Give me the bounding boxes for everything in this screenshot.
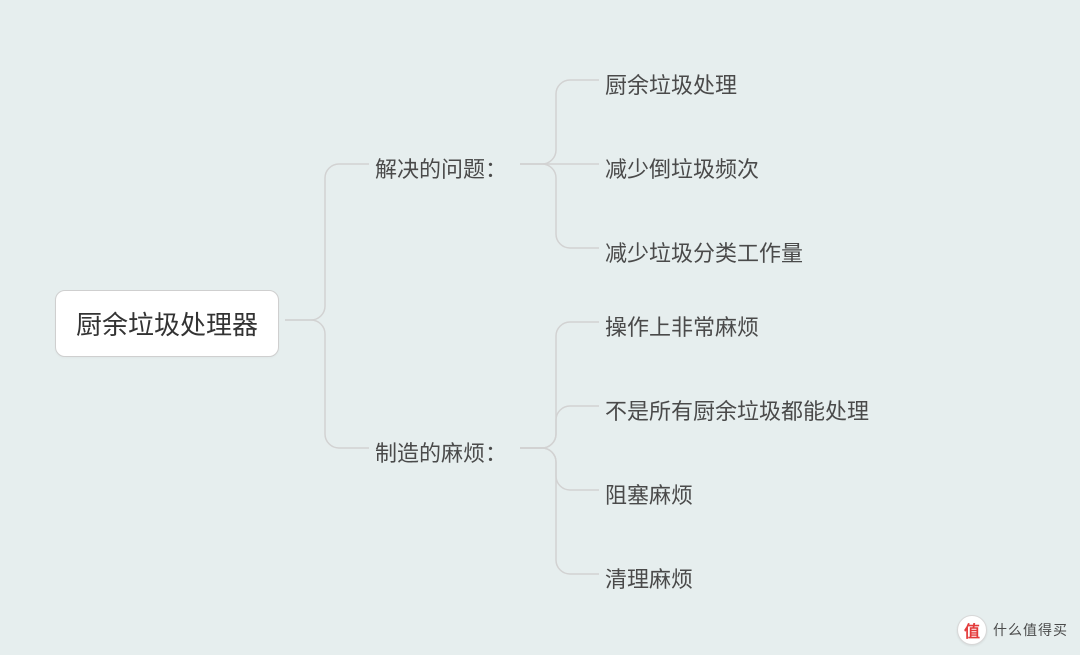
leaf-node-0-0: 厨余垃圾处理 <box>605 68 737 100</box>
leaf-node-1-1: 不是所有厨余垃圾都能处理 <box>605 394 869 426</box>
watermark-badge-icon: 值 <box>957 615 987 645</box>
leaf-node-1-0: 操作上非常麻烦 <box>605 310 759 342</box>
mindmap-canvas: 厨余垃圾处理器 解决的问题： 厨余垃圾处理减少倒垃圾频次减少垃圾分类工作量制造的麻烦… <box>0 0 1080 655</box>
branch-node-1: 制造的麻烦： <box>375 436 507 468</box>
root-node: 厨余垃圾处理器 <box>55 290 279 357</box>
leaf-node-1-2: 阻塞麻烦 <box>605 478 693 510</box>
leaf-node-0-2: 减少垃圾分类工作量 <box>605 236 803 268</box>
leaf-node-0-1: 减少倒垃圾频次 <box>605 152 759 184</box>
watermark-text: 什么值得买 <box>993 620 1068 640</box>
branch-node-0: 解决的问题： <box>375 152 507 184</box>
leaf-node-1-3: 清理麻烦 <box>605 562 693 594</box>
watermark: 值 什么值得买 <box>957 615 1068 645</box>
